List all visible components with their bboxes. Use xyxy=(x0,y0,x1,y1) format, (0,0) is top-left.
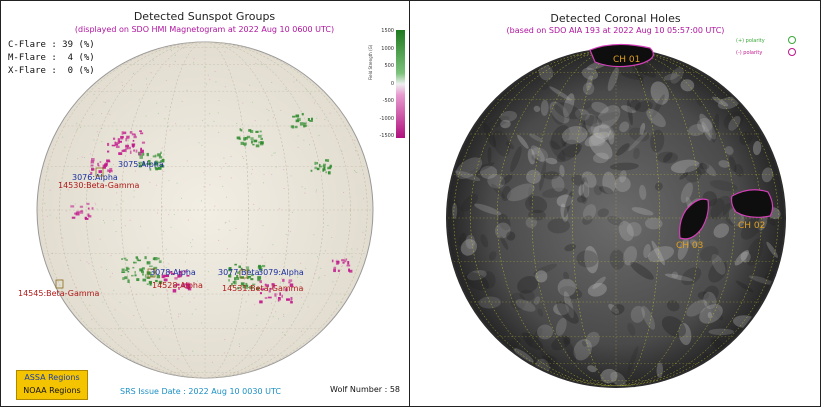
sunspot-subtitle: (displayed on SDO HMI Magnetogram at 202… xyxy=(74,25,335,34)
region-label: 3076:Alpha xyxy=(72,173,118,182)
x-flare-probability: X-Flare : 0 (%) xyxy=(8,66,95,76)
ch03-label: CH 03 xyxy=(676,241,703,251)
positive-polarity-marker xyxy=(788,36,796,44)
coronal-hole-ch02 xyxy=(730,189,774,218)
coronal-hole-panel: Detected Coronal Holes (based on SDO AIA… xyxy=(410,0,821,407)
coronal-hole-ch03 xyxy=(679,198,709,240)
negative-polarity-marker xyxy=(788,48,796,56)
c-flare-probability: C-Flare : 39 (%) xyxy=(8,40,95,50)
region-label: 3075:Alpha xyxy=(118,160,164,169)
region-legend: ASSA Regions NOAA Regions xyxy=(16,370,88,400)
noaa-legend-label: NOAA Regions xyxy=(23,386,81,395)
lat-lon-grid xyxy=(37,42,373,378)
region-label: 3078:Alpha xyxy=(150,268,196,277)
region-box xyxy=(239,269,248,279)
colorbar-tick: -1000 xyxy=(379,115,394,122)
region-box xyxy=(95,167,104,177)
colorbar xyxy=(396,30,405,138)
colorbar-tick: 0 xyxy=(390,80,394,87)
region-label: 14531:Beta-Gamma xyxy=(222,284,303,293)
magnetic-speckle xyxy=(44,47,365,369)
negative-polarity-label: (-) polarity xyxy=(736,50,762,56)
aia-canvas: CH 01 CH 02 CH 03 (+) polarity (-) polar… xyxy=(446,36,796,388)
region-label: 14530:Beta-Gamma xyxy=(58,181,139,190)
m-flare-probability: M-Flare : 4 (%) xyxy=(8,53,95,63)
panel-divider xyxy=(409,0,410,407)
coronal-title: Detected Coronal Holes xyxy=(550,12,681,25)
colorbar-tick: -500 xyxy=(382,98,394,104)
colorbar-title: Field Strength (G) xyxy=(368,44,373,80)
region-label: 14528:Alpha xyxy=(152,281,203,290)
region-box xyxy=(55,279,64,289)
region-label: 14545:Beta-Gamma xyxy=(18,289,99,298)
sunspot-panel: Detected Sunspot Groups (displayed on SD… xyxy=(0,0,409,407)
coronal-subtitle: (based on SDO AIA 193 at 2022 Aug 10 05:… xyxy=(506,26,725,35)
region-label: 3079:Alpha xyxy=(258,268,304,277)
colorbar-tick: 1000 xyxy=(381,45,394,52)
positive-polarity-label: (+) polarity xyxy=(736,38,765,44)
lat-lon-grid xyxy=(448,50,784,386)
region-label: 3077:Beta xyxy=(218,268,260,277)
corona-texture xyxy=(448,50,781,386)
ch01-label: CH 01 xyxy=(613,55,640,65)
ch02-label: CH 02 xyxy=(738,221,765,231)
wolf-number: Wolf Number : 58 xyxy=(330,385,401,394)
region-box xyxy=(147,268,156,278)
sunspot-title: Detected Sunspot Groups xyxy=(133,10,276,23)
coronal-hole-ch01 xyxy=(589,43,654,68)
colorbar-tick: 500 xyxy=(384,63,394,69)
colorbar-tick: -1500 xyxy=(379,133,394,139)
srs-issue-date: SRS Issue Date : 2022 Aug 10 0030 UTC xyxy=(120,387,281,396)
colorbar-tick: 1500 xyxy=(381,28,394,34)
assa-legend-label: ASSA Regions xyxy=(24,373,80,382)
